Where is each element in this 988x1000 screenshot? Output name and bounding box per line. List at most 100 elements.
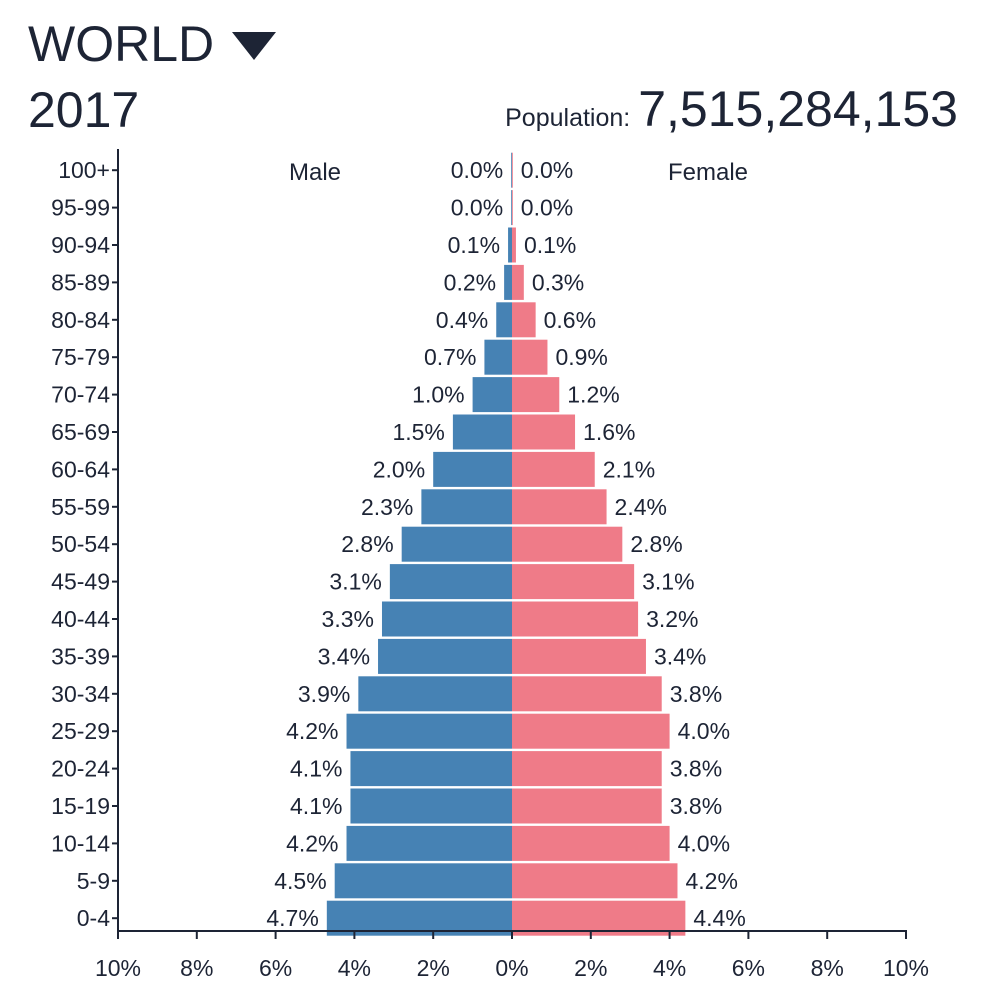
female-bar [512, 451, 595, 487]
y-tick-label: 0-4 [77, 905, 110, 931]
male-bar-label: 1.5% [392, 419, 444, 445]
male-bar [389, 564, 512, 600]
female-bar-label: 0.1% [524, 232, 576, 258]
male-bar [401, 526, 512, 562]
male-bar [496, 302, 512, 338]
female-bar-label: 1.2% [567, 382, 619, 408]
female-bar-label: 2.4% [615, 494, 667, 520]
male-bar-label: 4.1% [290, 756, 342, 782]
male-bar [350, 751, 512, 787]
female-bar-label: 1.6% [583, 419, 635, 445]
x-tick-label: 6% [259, 955, 292, 981]
x-tick-label: 8% [180, 955, 213, 981]
male-bar-label: 0.0% [451, 195, 503, 221]
male-bar-label: 4.5% [274, 868, 326, 894]
male-bar-label: 0.0% [451, 157, 503, 183]
x-tick-label: 2% [417, 955, 450, 981]
male-bar [452, 414, 512, 450]
y-tick-label: 95-99 [51, 195, 110, 221]
population-value: 7,515,284,153 [638, 81, 958, 137]
x-tick-label: 8% [811, 955, 844, 981]
y-tick-label: 90-94 [51, 232, 110, 258]
female-bar-label: 3.8% [670, 681, 722, 707]
y-tick-label: 35-39 [51, 643, 110, 669]
female-bar-label: 3.4% [654, 643, 706, 669]
female-bar [512, 152, 513, 188]
male-bar-label: 4.2% [286, 830, 338, 856]
y-tick-label: 10-14 [51, 830, 110, 856]
female-bar [512, 713, 670, 749]
female-bar [512, 564, 635, 600]
female-bar-label: 3.8% [670, 793, 722, 819]
x-tick-label: 10% [95, 955, 141, 981]
y-tick-label: 100+ [58, 157, 110, 183]
y-tick-label: 60-64 [51, 456, 110, 482]
y-tick-label: 55-59 [51, 494, 110, 520]
female-bar [512, 788, 662, 824]
region-selector[interactable]: WORLD [28, 14, 277, 74]
female-bar-label: 3.2% [646, 606, 698, 632]
female-bar [512, 676, 662, 712]
male-bar [421, 489, 512, 525]
male-bar-label: 4.1% [290, 793, 342, 819]
male-bar-label: 2.8% [341, 531, 393, 557]
female-bar [512, 900, 686, 936]
female-bar [512, 863, 678, 899]
female-bar [512, 638, 646, 674]
y-tick-label: 30-34 [51, 681, 110, 707]
female-bar [512, 526, 623, 562]
population-readout: Population: 7,515,284,153 [505, 80, 958, 142]
male-bar-label: 3.3% [322, 606, 374, 632]
female-bar [512, 751, 662, 787]
x-tick-label: 10% [883, 955, 929, 981]
population-label: Population: [505, 104, 631, 132]
female-bar [512, 227, 516, 263]
male-bar [381, 601, 512, 637]
male-bar-label: 0.4% [436, 307, 488, 333]
male-bar [484, 339, 512, 375]
y-tick-label: 5-9 [77, 868, 110, 894]
female-bar [512, 601, 639, 637]
triangle-down-icon[interactable] [232, 32, 277, 60]
female-bar-label: 0.0% [521, 195, 573, 221]
y-tick-label: 70-74 [51, 382, 110, 408]
male-bar-label: 3.4% [318, 643, 370, 669]
y-tick-label: 85-89 [51, 269, 110, 295]
x-tick-label: 2% [574, 955, 607, 981]
female-bar [512, 377, 560, 413]
male-bar-label: 1.0% [412, 382, 464, 408]
male-bar [511, 190, 512, 226]
y-tick-label: 40-44 [51, 606, 110, 632]
male-bar [378, 638, 512, 674]
male-bar [504, 264, 512, 300]
male-bar [511, 152, 512, 188]
female-series-label: Female [668, 159, 748, 186]
male-bar-label: 0.1% [448, 232, 500, 258]
male-bar [350, 788, 512, 824]
male-bar [472, 377, 512, 413]
male-bar-label: 3.9% [298, 681, 350, 707]
y-tick-label: 45-49 [51, 569, 110, 595]
male-series-label: Male [289, 159, 341, 186]
male-bar [358, 676, 512, 712]
y-tick-label: 20-24 [51, 756, 110, 782]
male-bar [508, 227, 512, 263]
region-name: WORLD [28, 16, 215, 72]
y-tick-label: 80-84 [51, 307, 110, 333]
female-bar [512, 489, 607, 525]
female-bar-label: 4.0% [678, 830, 730, 856]
male-bar-label: 3.1% [329, 569, 381, 595]
female-bar-label: 0.3% [532, 269, 584, 295]
female-bar-label: 3.8% [670, 756, 722, 782]
y-tick-label: 75-79 [51, 344, 110, 370]
x-tick-label: 0% [495, 955, 528, 981]
male-bar [433, 451, 512, 487]
male-bar [326, 900, 512, 936]
y-tick-label: 25-29 [51, 718, 110, 744]
male-bar [346, 825, 512, 861]
male-bar-label: 2.3% [361, 494, 413, 520]
female-bar [512, 190, 513, 226]
male-bar [334, 863, 512, 899]
female-bar-label: 4.0% [678, 718, 730, 744]
